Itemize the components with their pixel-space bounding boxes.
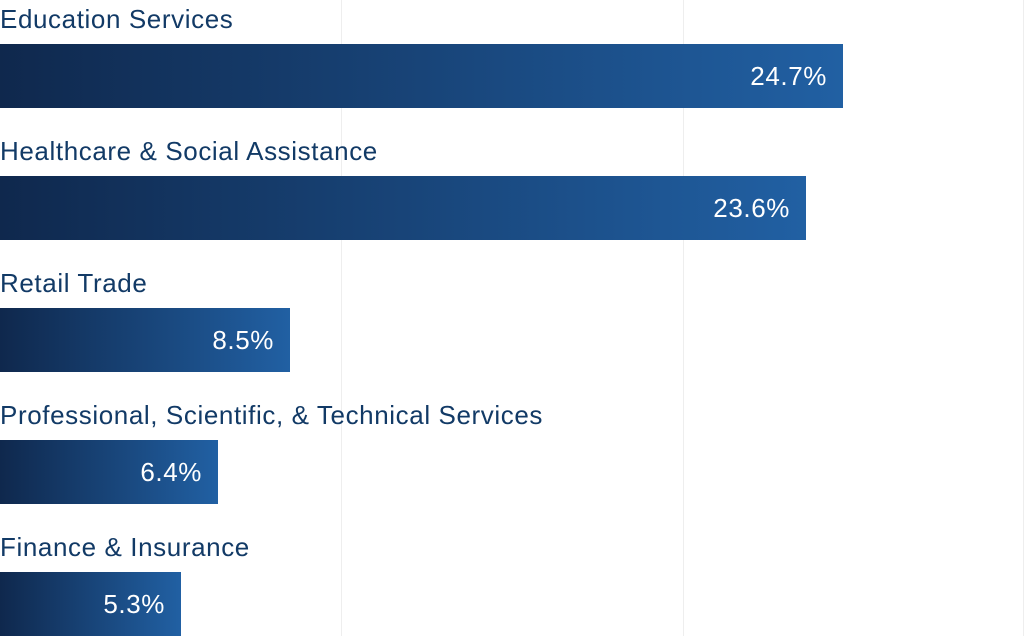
bar-row: Professional, Scientific, & Technical Se…	[0, 396, 1024, 528]
category-label: Healthcare & Social Assistance	[0, 136, 378, 166]
value-label: 8.5%	[212, 325, 274, 355]
value-label: 6.4%	[140, 457, 202, 487]
bar: 24.7%	[0, 44, 843, 108]
bar: 6.4%	[0, 440, 218, 504]
bar: 23.6%	[0, 176, 806, 240]
bar-row: Finance & Insurance 5.3%	[0, 528, 1024, 636]
bar-row: Education Services 24.7%	[0, 0, 1024, 132]
category-label: Professional, Scientific, & Technical Se…	[0, 400, 544, 430]
bar-row: Healthcare & Social Assistance 23.6%	[0, 132, 1024, 264]
gridline	[341, 0, 342, 636]
category-label: Education Services	[0, 4, 234, 34]
bar-row: Retail Trade 8.5%	[0, 264, 1024, 396]
category-label: Finance & Insurance	[0, 532, 250, 562]
value-label: 23.6%	[713, 193, 790, 223]
category-label: Retail Trade	[0, 268, 148, 298]
gridline	[683, 0, 684, 636]
bar: 5.3%	[0, 572, 181, 636]
value-label: 24.7%	[750, 61, 827, 91]
bar: 8.5%	[0, 308, 290, 372]
value-label: 5.3%	[103, 589, 165, 619]
